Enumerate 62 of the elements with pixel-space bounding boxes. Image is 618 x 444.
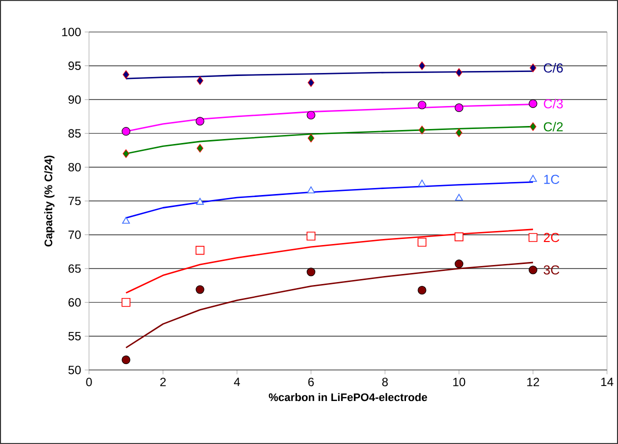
point <box>307 186 315 194</box>
point <box>196 76 204 85</box>
y-tick-label: 100 <box>62 28 81 36</box>
x-tick-label: 2 <box>160 378 166 386</box>
point <box>196 116 204 126</box>
y-axis-title: Capacity (% C/24) <box>44 156 54 247</box>
y-tick-label: 80 <box>68 162 81 172</box>
x-axis-title: %carbon in LiFePO4-electrode <box>268 393 428 402</box>
point <box>418 126 426 134</box>
series-label: 1C <box>544 174 560 184</box>
y-tick-label: 55 <box>68 332 81 340</box>
x-tick-label: 10 <box>453 378 466 386</box>
y-tick-label: 85 <box>68 129 81 138</box>
y-tick-label: 90 <box>68 95 81 104</box>
x-tick-label: 0 <box>86 378 92 386</box>
point <box>196 246 204 255</box>
point <box>418 238 426 247</box>
point <box>528 99 538 108</box>
point <box>528 266 538 274</box>
line-series <box>125 228 534 294</box>
point <box>306 110 316 120</box>
y-tick-label: 65 <box>68 264 81 273</box>
point <box>122 216 130 224</box>
y-tick-label: 60 <box>68 298 81 307</box>
series-label: 2C <box>544 232 560 242</box>
point <box>306 232 316 241</box>
point <box>308 134 314 142</box>
point <box>122 127 130 136</box>
point <box>418 61 426 70</box>
point <box>528 233 538 242</box>
point <box>456 68 462 77</box>
y-tick-label: 50 <box>68 366 81 374</box>
point <box>455 194 463 201</box>
y-tick-label: 70 <box>68 230 81 240</box>
point <box>306 268 316 276</box>
x-tick-label: 4 <box>234 378 240 386</box>
x-tick-label: 6 <box>308 378 314 386</box>
point <box>418 180 426 186</box>
point <box>122 70 130 79</box>
point <box>454 232 464 242</box>
point <box>529 174 537 182</box>
y-tick-label: 95 <box>68 62 81 70</box>
point <box>456 128 462 138</box>
point <box>196 144 204 153</box>
point <box>122 149 130 158</box>
point <box>530 122 536 131</box>
series-label: C/2 <box>544 122 563 132</box>
x-tick-label: 14 <box>601 378 614 386</box>
point <box>454 103 464 112</box>
point <box>196 198 204 205</box>
point <box>418 286 426 295</box>
point <box>122 356 130 364</box>
point <box>454 260 464 268</box>
point <box>196 285 204 294</box>
point <box>530 64 536 72</box>
point <box>122 298 130 307</box>
point <box>418 100 426 110</box>
series-label: C/3 <box>544 98 563 108</box>
x-tick-label: 8 <box>382 378 388 386</box>
x-tick-label: 12 <box>527 378 540 386</box>
y-tick-label: 75 <box>68 196 81 206</box>
point <box>308 78 314 87</box>
